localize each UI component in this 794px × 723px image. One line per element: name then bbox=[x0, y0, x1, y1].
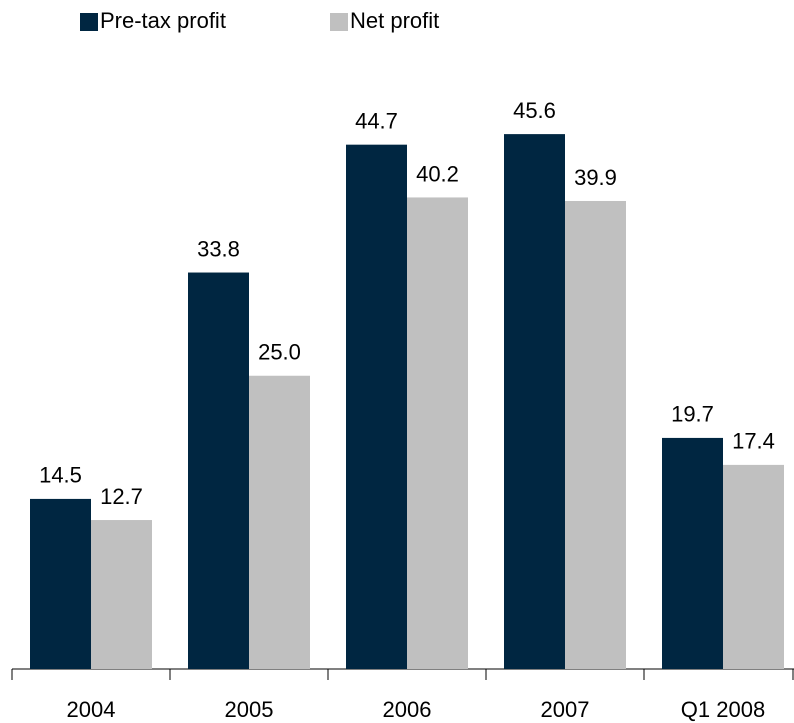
value-label: 44.7 bbox=[355, 108, 398, 133]
bar bbox=[91, 520, 152, 669]
legend-label: Net profit bbox=[350, 8, 439, 33]
bar bbox=[662, 437, 723, 669]
bar bbox=[504, 134, 565, 669]
bar bbox=[30, 498, 91, 669]
legend-label: Pre-tax profit bbox=[100, 8, 226, 33]
value-label: 39.9 bbox=[574, 165, 617, 190]
bar bbox=[565, 200, 626, 669]
value-label: 40.2 bbox=[416, 161, 459, 186]
value-label: 19.7 bbox=[671, 402, 714, 427]
value-label: 25.0 bbox=[258, 340, 301, 365]
legend-swatch bbox=[80, 13, 98, 31]
value-label: 33.8 bbox=[197, 236, 240, 261]
x-tick-label: 2006 bbox=[383, 697, 432, 722]
x-tick-label: 2005 bbox=[225, 697, 274, 722]
x-tick-label: Q1 2008 bbox=[681, 697, 765, 722]
legend-swatch bbox=[330, 13, 348, 31]
bar bbox=[188, 272, 249, 669]
value-label: 12.7 bbox=[100, 484, 143, 509]
x-tick-label: 2007 bbox=[541, 697, 590, 722]
value-label: 14.5 bbox=[39, 463, 82, 488]
bar bbox=[346, 144, 407, 669]
bar bbox=[723, 464, 784, 669]
x-tick-label: 2004 bbox=[67, 697, 116, 722]
value-label: 45.6 bbox=[513, 98, 556, 123]
bar bbox=[407, 197, 468, 670]
bar bbox=[249, 375, 310, 669]
value-label: 17.4 bbox=[732, 429, 775, 454]
